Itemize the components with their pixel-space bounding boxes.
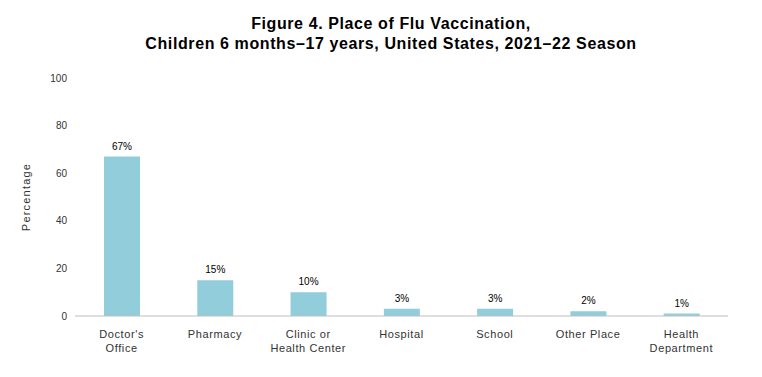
svg-text:40: 40 — [56, 215, 68, 226]
svg-text:60: 60 — [56, 168, 68, 179]
html-text:Figure 4. Place of Flu Vaccina: Figure 4. Place of Flu Vaccination, — [251, 15, 531, 32]
svg-text:15%: 15% — [205, 264, 225, 275]
svg-text:0: 0 — [61, 311, 67, 322]
svg-text:Doctor'sOffice: Doctor'sOffice — [99, 328, 144, 354]
svg-text:Percentage: Percentage — [20, 163, 32, 231]
svg-text:Hospital: Hospital — [379, 328, 424, 340]
svg-text:2%: 2% — [581, 295, 596, 306]
svg-text:HealthDepartment: HealthDepartment — [650, 328, 713, 354]
svg-text:School: School — [476, 328, 513, 340]
svg-text:100: 100 — [50, 73, 67, 84]
svg-text:Clinic orHealth Center: Clinic orHealth Center — [270, 328, 346, 354]
svg-text:3%: 3% — [488, 293, 503, 304]
svg-text:Pharmacy: Pharmacy — [188, 328, 242, 340]
svg-text:Other Place: Other Place — [556, 328, 621, 340]
svg-text:20: 20 — [56, 263, 68, 274]
svg-text:67%: 67% — [112, 141, 132, 152]
svg-text:80: 80 — [56, 120, 68, 131]
svg-text:1%: 1% — [674, 298, 689, 309]
svg-text:10%: 10% — [299, 276, 319, 287]
svg-text:3%: 3% — [395, 293, 410, 304]
html-text:Children 6 months–17 years, Un: Children 6 months–17 years, United State… — [145, 35, 637, 52]
